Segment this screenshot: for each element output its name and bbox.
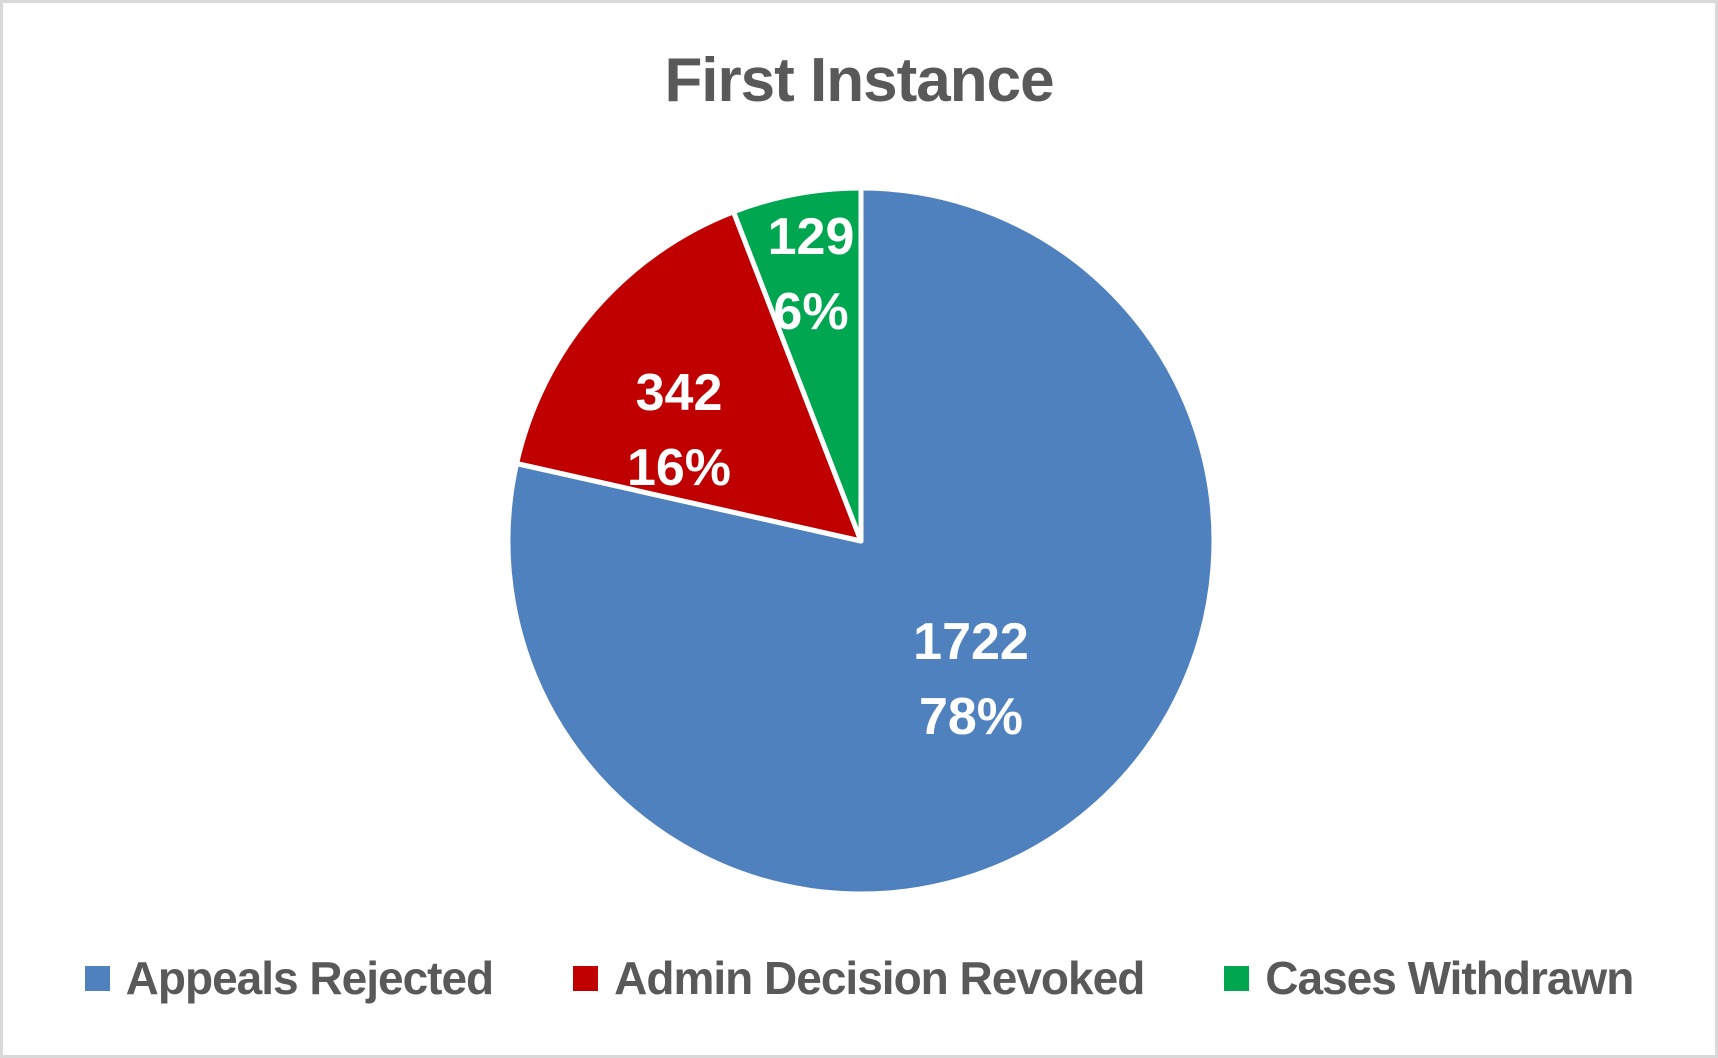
pie-slice-appeals-rejected [505, 185, 1217, 897]
slice-value-label: 342 [636, 364, 723, 422]
slice-value-label: 1722 [913, 613, 1029, 671]
slice-percent-label: 16% [627, 439, 731, 497]
pie-chart: 1722 78%342 16%129 6% [505, 185, 1217, 897]
slice-percent-label: 6% [773, 283, 848, 341]
slice-data-label-admin-decision-revoked: 342 16% [627, 364, 731, 497]
legend-item-admin-decision-revoked: Admin Decision Revoked [573, 951, 1145, 1005]
slice-value-label: 129 [768, 208, 855, 266]
legend-swatch-cases-withdrawn [1224, 965, 1250, 991]
pie-slice-admin-decision-revoked [514, 209, 864, 544]
chart-title: First Instance [664, 46, 1054, 115]
legend-label-cases-withdrawn: Cases Withdrawn [1265, 952, 1634, 1004]
legend-item-cases-withdrawn: Cases Withdrawn [1224, 951, 1634, 1005]
legend-swatch-admin-decision-revoked [573, 965, 599, 991]
slice-data-label-appeals-rejected: 1722 78% [913, 613, 1029, 746]
pie-slice-cases-withdrawn [731, 185, 864, 544]
slice-percent-label: 78% [919, 688, 1023, 746]
legend-label-appeals-rejected: Appeals Rejected [125, 952, 494, 1004]
legend-swatch-appeals-rejected [84, 965, 110, 991]
legend-label-admin-decision-revoked: Admin Decision Revoked [614, 952, 1145, 1004]
slice-data-label-cases-withdrawn: 129 6% [768, 208, 855, 341]
legend-item-appeals-rejected: Appeals Rejected [84, 951, 494, 1005]
chart-legend: Appeals Rejected Admin Decision Revoked … [3, 951, 1715, 1005]
